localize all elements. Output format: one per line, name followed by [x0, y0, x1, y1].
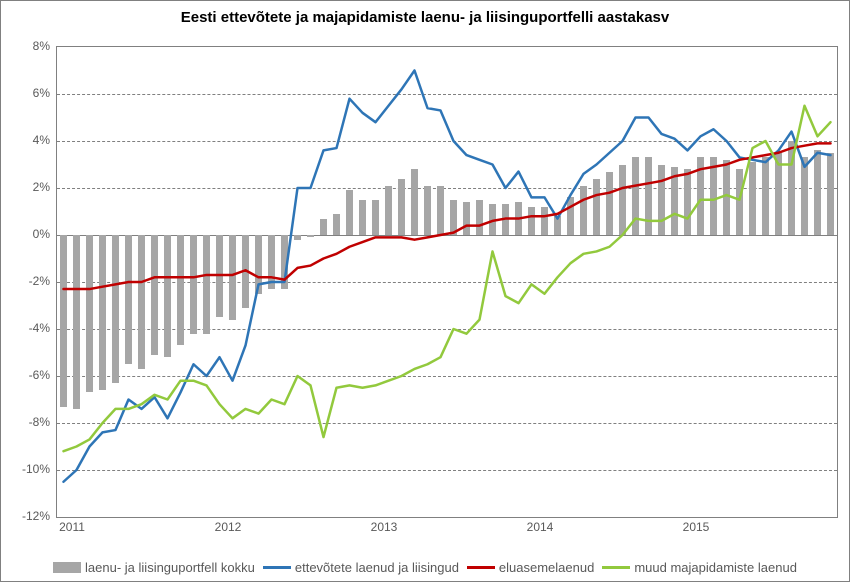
x-tick-label: 2012	[215, 520, 242, 534]
chart-container: Eesti ettevõtete ja majapidamiste laenu-…	[0, 0, 850, 582]
legend-label: ettevõtete laenud ja liisingud	[295, 560, 459, 575]
lines-layer	[57, 47, 837, 517]
legend-swatch-line	[263, 566, 291, 569]
series-line-eluaseme	[64, 143, 831, 289]
legend-label: muud majapidamiste laenud	[634, 560, 797, 575]
legend-item: eluasemelaenud	[467, 559, 594, 575]
legend-label: eluasemelaenud	[499, 560, 594, 575]
legend-swatch-bar	[53, 562, 81, 573]
y-tick-label: -12%	[1, 509, 50, 523]
legend-item: ettevõtete laenud ja liisingud	[263, 559, 459, 575]
y-tick-label: 6%	[1, 86, 50, 100]
x-tick-label: 2011	[59, 520, 85, 534]
x-tick-label: 2014	[527, 520, 554, 534]
x-tick-label: 2015	[683, 520, 710, 534]
legend-item: laenu- ja liisinguportfell kokku	[53, 559, 255, 575]
y-tick-label: 0%	[1, 227, 50, 241]
y-tick-label: 2%	[1, 180, 50, 194]
y-tick-label: -10%	[1, 462, 50, 476]
legend: laenu- ja liisinguportfell kokku ettevõte…	[1, 559, 849, 575]
legend-item: muud majapidamiste laenud	[602, 559, 797, 575]
chart-title: Eesti ettevõtete ja majapidamiste laenu-…	[1, 9, 849, 26]
plot-area	[56, 46, 838, 518]
legend-swatch-line	[602, 566, 630, 569]
y-tick-label: -8%	[1, 415, 50, 429]
y-tick-label: -2%	[1, 274, 50, 288]
y-tick-label: -4%	[1, 321, 50, 335]
y-tick-label: 8%	[1, 39, 50, 53]
x-tick-label: 2013	[371, 520, 398, 534]
legend-label: laenu- ja liisinguportfell kokku	[85, 560, 255, 575]
legend-swatch-line	[467, 566, 495, 569]
y-tick-label: -6%	[1, 368, 50, 382]
y-tick-label: 4%	[1, 133, 50, 147]
